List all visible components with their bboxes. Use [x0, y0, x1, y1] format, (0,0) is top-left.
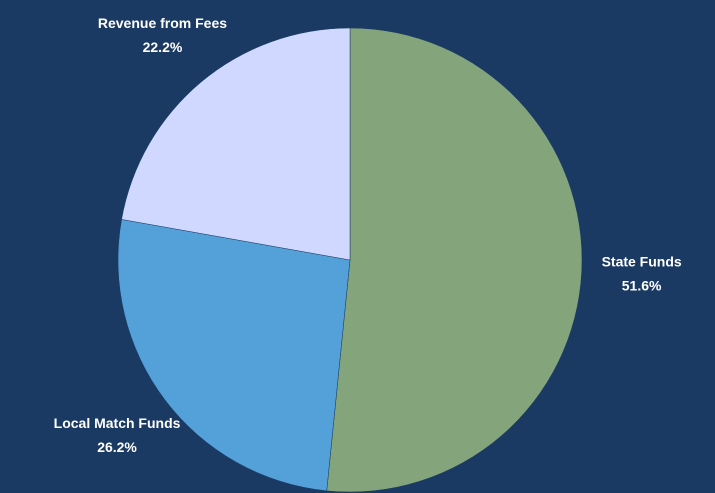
slice-value: 51.6%	[622, 277, 662, 293]
slice-value: 22.2%	[143, 39, 183, 55]
pie-slice	[326, 27, 583, 493]
slice-label: Revenue from Fees	[98, 15, 227, 31]
pie-slice	[117, 219, 351, 492]
pie-slice	[121, 27, 351, 261]
slice-value: 26.2%	[97, 439, 137, 455]
slice-label: State Funds	[602, 253, 682, 269]
slice-label: Local Match Funds	[54, 415, 181, 431]
